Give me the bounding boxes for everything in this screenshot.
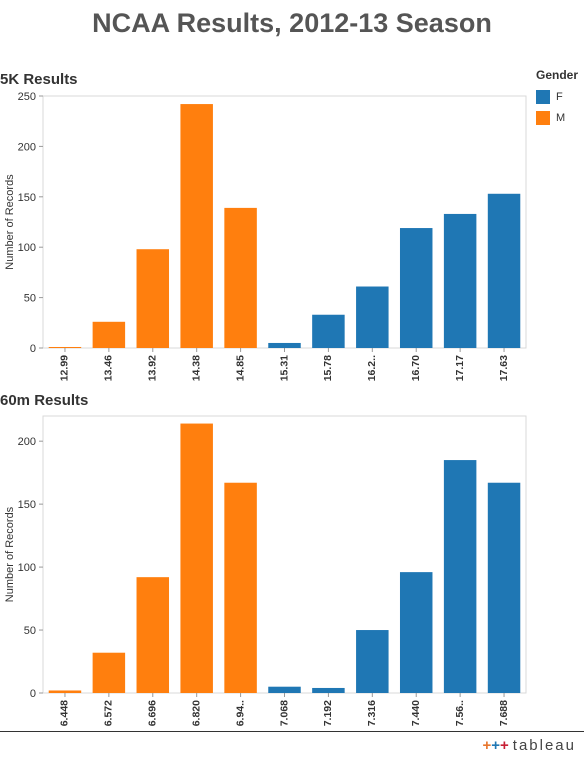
legend-title: Gender bbox=[536, 68, 579, 82]
y-tick-label: 50 bbox=[24, 625, 36, 637]
legend: Gender F M bbox=[536, 68, 578, 128]
y-tick-label: 0 bbox=[30, 343, 36, 355]
x-tick-label: 12.99 bbox=[59, 355, 71, 381]
bar[interactable] bbox=[136, 577, 170, 693]
y-tick-label: 150 bbox=[18, 192, 36, 204]
bar[interactable] bbox=[92, 321, 126, 348]
bar[interactable] bbox=[443, 213, 477, 348]
x-tick-label: 6.820 bbox=[190, 700, 202, 726]
bar[interactable] bbox=[487, 193, 521, 348]
bar[interactable] bbox=[136, 249, 170, 348]
legend-item-m[interactable]: M bbox=[536, 107, 578, 128]
bar[interactable] bbox=[356, 630, 389, 693]
bar[interactable] bbox=[268, 686, 301, 693]
bar[interactable] bbox=[48, 690, 82, 693]
bar[interactable] bbox=[268, 342, 301, 348]
x-tick-label: 7.192 bbox=[322, 700, 334, 726]
legend-label-f: F bbox=[556, 90, 563, 103]
x-tick-label: 15.78 bbox=[322, 355, 334, 381]
y-axis-label: Number of Records bbox=[4, 174, 16, 270]
y-tick-label: 150 bbox=[18, 499, 36, 511]
bar[interactable] bbox=[312, 687, 345, 693]
legend-item-f[interactable]: F bbox=[536, 86, 578, 107]
chart-5k-results: 0 50 100 150 200 250 Number of Records 12.99 13.… bbox=[4, 91, 527, 381]
bar[interactable] bbox=[487, 482, 521, 693]
legend-label-m: M bbox=[556, 111, 566, 124]
x-tick-label: 14.85 bbox=[234, 355, 246, 381]
x-tick-label: 6.94.. bbox=[234, 700, 246, 726]
y-tick-label: 0 bbox=[30, 688, 36, 700]
x-tick-label: 6.572 bbox=[103, 700, 115, 726]
bar[interactable] bbox=[48, 346, 82, 348]
bar[interactable] bbox=[92, 652, 126, 693]
legend-swatch-m bbox=[536, 110, 550, 125]
y-tick-label: 200 bbox=[18, 436, 36, 448]
x-tick-label: 7.440 bbox=[410, 700, 422, 726]
page-title: NCAA Results, 2012-13 Season bbox=[92, 8, 492, 38]
x-tick-label: 7.688 bbox=[498, 700, 510, 726]
chart-60m-results: 0 50 100 150 200 Number of Records 6.448 6.572 6… bbox=[4, 415, 527, 726]
x-tick-label: 7.316 bbox=[366, 700, 378, 726]
y-tick-label: 100 bbox=[18, 242, 36, 254]
y-axis-label: Number of Records bbox=[4, 506, 16, 602]
y-tick-label: 50 bbox=[24, 293, 36, 305]
brand-name: tableau bbox=[512, 737, 576, 754]
bar[interactable] bbox=[399, 228, 433, 348]
y-tick-label: 200 bbox=[18, 141, 36, 153]
footer-divider bbox=[0, 731, 584, 732]
bar[interactable] bbox=[224, 207, 257, 348]
bar[interactable] bbox=[356, 286, 389, 348]
x-tick-label: 13.92 bbox=[147, 355, 159, 381]
x-tick-label: 17.17 bbox=[454, 355, 466, 381]
x-tick-label: 6.448 bbox=[59, 700, 71, 726]
bar[interactable] bbox=[224, 482, 257, 693]
x-tick-label: 13.46 bbox=[103, 355, 115, 381]
chart-title-60m: 60m Results bbox=[0, 392, 89, 409]
y-tick-label: 100 bbox=[18, 562, 36, 574]
x-tick-label: 7.56.. bbox=[454, 700, 466, 726]
x-tick-label: 15.31 bbox=[278, 355, 290, 381]
bar[interactable] bbox=[180, 104, 213, 349]
bar[interactable] bbox=[399, 572, 433, 693]
bar[interactable] bbox=[443, 460, 477, 693]
x-tick-label: 14.38 bbox=[190, 355, 202, 381]
legend-swatch-f bbox=[536, 89, 550, 104]
tableau-cross-icon: +++ bbox=[482, 737, 509, 754]
chart-title-5k: 5K Results bbox=[0, 71, 78, 88]
x-tick-label: 16.2.. bbox=[366, 355, 378, 381]
y-tick-label: 250 bbox=[18, 91, 36, 103]
bar[interactable] bbox=[180, 423, 213, 693]
x-tick-label: 6.696 bbox=[147, 700, 159, 726]
x-tick-label: 16.70 bbox=[410, 355, 422, 381]
x-tick-label: 7.068 bbox=[278, 700, 290, 726]
x-tick-label: 17.63 bbox=[498, 355, 510, 381]
tableau-logo[interactable]: +++ tableau bbox=[482, 737, 576, 754]
bar[interactable] bbox=[312, 314, 345, 348]
